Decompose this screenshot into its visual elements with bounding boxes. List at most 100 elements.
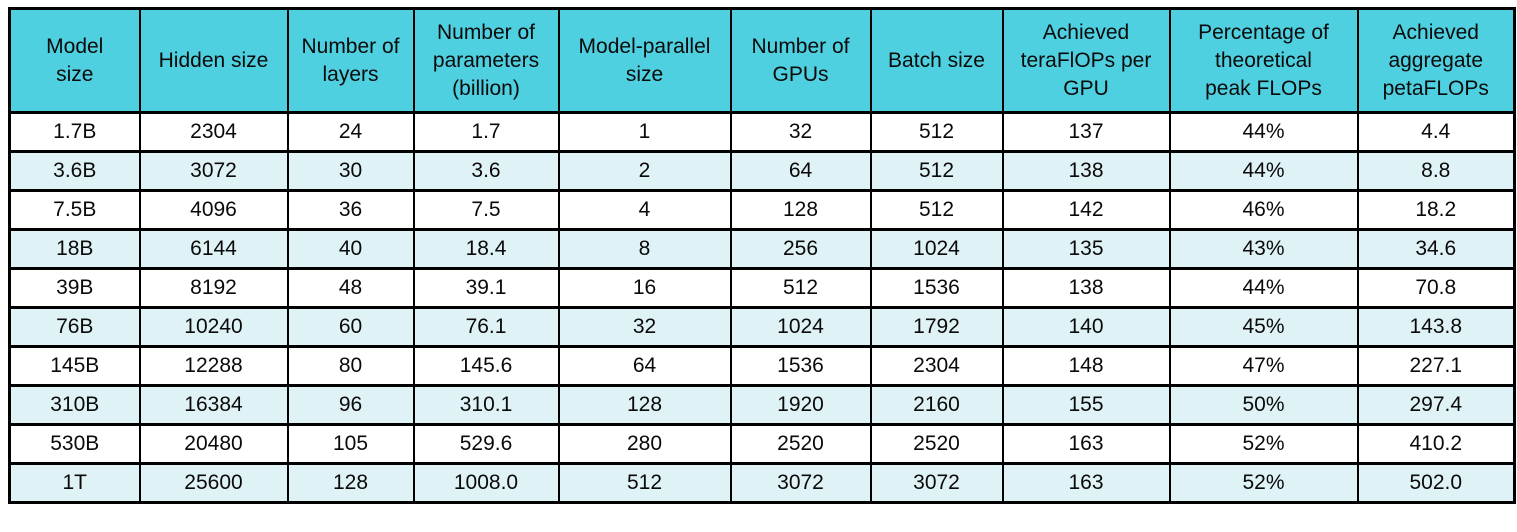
table-cell: 3.6B <box>8 150 141 192</box>
table-cell: 142 <box>1001 189 1171 231</box>
table-cell: 52% <box>1168 462 1359 504</box>
column-header: Achieved teraFlOPs per GPU <box>1001 7 1171 114</box>
table-cell: 529.6 <box>412 423 560 465</box>
table-cell: 36 <box>286 189 415 231</box>
table-cell: 145.6 <box>412 345 560 387</box>
table-cell: 4096 <box>138 189 289 231</box>
table-cell: 43% <box>1168 228 1359 270</box>
table-cell: 30 <box>286 150 415 192</box>
table-cell: 138 <box>1001 150 1171 192</box>
table-cell: 143.8 <box>1356 306 1516 348</box>
table-cell: 25600 <box>138 462 289 504</box>
table-cell: 512 <box>869 111 1004 153</box>
table-cell: 80 <box>286 345 415 387</box>
table-cell: 8192 <box>138 267 289 309</box>
table-cell: 310.1 <box>412 384 560 426</box>
table-cell: 2520 <box>729 423 872 465</box>
table-cell: 2304 <box>869 345 1004 387</box>
column-header: Model size <box>8 7 141 114</box>
table-row: 530B 20480 105 529.6 280 2520 2520 163 52% 410.2 <box>8 423 1516 465</box>
table-cell: 44% <box>1168 150 1359 192</box>
table-row: 1T 25600 128 1008.0 512 3072 3072 163 52% 502.0 <box>8 462 1516 504</box>
column-header: Number of layers <box>286 7 415 114</box>
table-cell: 2160 <box>869 384 1004 426</box>
table-cell: 512 <box>869 189 1004 231</box>
table-row: 76B 10240 60 76.1 32 1024 1792 140 45% 143.8 <box>8 306 1516 348</box>
table-cell: 3.6 <box>412 150 560 192</box>
table-cell: 47% <box>1168 345 1359 387</box>
table-cell: 2520 <box>869 423 1004 465</box>
table-cell: 135 <box>1001 228 1171 270</box>
table-cell: 530B <box>8 423 141 465</box>
table-cell: 18B <box>8 228 141 270</box>
table-cell: 76B <box>8 306 141 348</box>
table-cell: 8 <box>557 228 732 270</box>
table-cell: 48 <box>286 267 415 309</box>
table-cell: 3072 <box>869 462 1004 504</box>
column-header: Hidden size <box>138 7 289 114</box>
table-cell: 50% <box>1168 384 1359 426</box>
table-cell: 1008.0 <box>412 462 560 504</box>
table-cell: 16 <box>557 267 732 309</box>
table-cell: 39B <box>8 267 141 309</box>
table-cell: 4 <box>557 189 732 231</box>
table-cell: 1024 <box>729 306 872 348</box>
performance-table: Model size Hidden size Number of layers Num… <box>8 7 1516 504</box>
table-row: 18B 6144 40 18.4 8 256 1024 135 43% 34.6 <box>8 228 1516 270</box>
table-cell: 45% <box>1168 306 1359 348</box>
table-cell: 2 <box>557 150 732 192</box>
table-row: 3.6B 3072 30 3.6 2 64 512 138 44% 8.8 <box>8 150 1516 192</box>
table-cell: 40 <box>286 228 415 270</box>
column-header: Number of GPUs <box>729 7 872 114</box>
table-row: 7.5B 4096 36 7.5 4 128 512 142 46% 18.2 <box>8 189 1516 231</box>
table-cell: 4.4 <box>1356 111 1516 153</box>
table-cell: 8.8 <box>1356 150 1516 192</box>
table-cell: 1792 <box>869 306 1004 348</box>
table-cell: 297.4 <box>1356 384 1516 426</box>
table-cell: 20480 <box>138 423 289 465</box>
column-header: Achieved aggregate petaFLOPs <box>1356 7 1516 114</box>
table-cell: 2304 <box>138 111 289 153</box>
table-cell: 280 <box>557 423 732 465</box>
table-cell: 1.7B <box>8 111 141 153</box>
table-cell: 3072 <box>729 462 872 504</box>
table-cell: 140 <box>1001 306 1171 348</box>
table-cell: 137 <box>1001 111 1171 153</box>
table-cell: 410.2 <box>1356 423 1516 465</box>
column-header: Number of parameters (billion) <box>412 7 560 114</box>
table-cell: 7.5 <box>412 189 560 231</box>
table-cell: 18.2 <box>1356 189 1516 231</box>
table-cell: 24 <box>286 111 415 153</box>
table-cell: 1024 <box>869 228 1004 270</box>
table-cell: 18.4 <box>412 228 560 270</box>
table-cell: 148 <box>1001 345 1171 387</box>
column-header: Percentage of theoretical peak FLOPs <box>1168 7 1359 114</box>
table-cell: 512 <box>729 267 872 309</box>
header-row: Model size Hidden size Number of layers Num… <box>8 7 1516 114</box>
table-cell: 1.7 <box>412 111 560 153</box>
table-cell: 128 <box>557 384 732 426</box>
table-cell: 16384 <box>138 384 289 426</box>
table-row: 310B 16384 96 310.1 128 1920 2160 155 50% 297.4 <box>8 384 1516 426</box>
table-cell: 60 <box>286 306 415 348</box>
table-cell: 1536 <box>869 267 1004 309</box>
table-cell: 96 <box>286 384 415 426</box>
table-cell: 76.1 <box>412 306 560 348</box>
table-cell: 1 <box>557 111 732 153</box>
table-cell: 46% <box>1168 189 1359 231</box>
table-cell: 155 <box>1001 384 1171 426</box>
table-cell: 64 <box>557 345 732 387</box>
table-cell: 1920 <box>729 384 872 426</box>
table-cell: 44% <box>1168 111 1359 153</box>
table-cell: 105 <box>286 423 415 465</box>
column-header: Model-parallel size <box>557 7 732 114</box>
table-cell: 12288 <box>138 345 289 387</box>
table-cell: 3072 <box>138 150 289 192</box>
table-cell: 52% <box>1168 423 1359 465</box>
table-cell: 32 <box>557 306 732 348</box>
table-cell: 512 <box>869 150 1004 192</box>
table-cell: 64 <box>729 150 872 192</box>
table-cell: 227.1 <box>1356 345 1516 387</box>
table-cell: 256 <box>729 228 872 270</box>
table-cell: 145B <box>8 345 141 387</box>
